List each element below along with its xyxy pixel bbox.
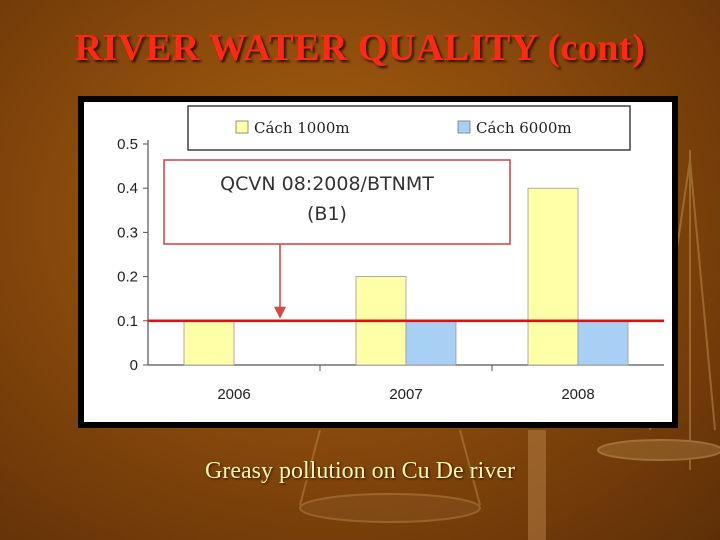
- bar-series1-2006: [183, 320, 235, 366]
- chart-frame: 0 0.1 0.2 0.3 0.4 0.5 2006 2007 2008 QCVN 08:200…: [78, 96, 678, 428]
- annotation-line2: (B1): [307, 203, 347, 225]
- legend-label: Cách 1000m: [254, 119, 350, 137]
- slide-caption: Greasy pollution on Cu De river: [205, 458, 515, 484]
- annotation-line1: QCVN 08:2008/BTNMT: [220, 173, 434, 195]
- y-tick-label: 0.1: [117, 313, 138, 330]
- y-tick-label: 0.5: [117, 136, 138, 153]
- y-tick-label: 0.3: [117, 224, 138, 241]
- bar-series1-2008: [527, 187, 579, 366]
- y-tick-label: 0.2: [117, 269, 138, 286]
- slide-title: RIVER WATER QUALITY (cont): [74, 27, 646, 69]
- legend-swatch: [457, 120, 471, 134]
- y-tick-label: 0.4: [117, 180, 138, 197]
- annotation-box: [163, 159, 511, 245]
- y-tick-label: 0: [130, 357, 138, 374]
- x-tick-label: 2008: [561, 386, 594, 403]
- x-tick-label: 2006: [217, 386, 250, 403]
- bar-chart: 0 0.1 0.2 0.3 0.4 0.5 2006 2007 2008 QCVN 08:200…: [84, 102, 672, 422]
- annotation-arrow-head: [274, 306, 286, 319]
- legend-swatch: [235, 120, 249, 134]
- bar-series2-2008: [577, 320, 629, 366]
- legend-label: Cách 6000m: [476, 119, 572, 137]
- legend-box: [187, 105, 631, 151]
- x-tick-label: 2007: [389, 386, 422, 403]
- bar-series2-2007: [405, 320, 457, 366]
